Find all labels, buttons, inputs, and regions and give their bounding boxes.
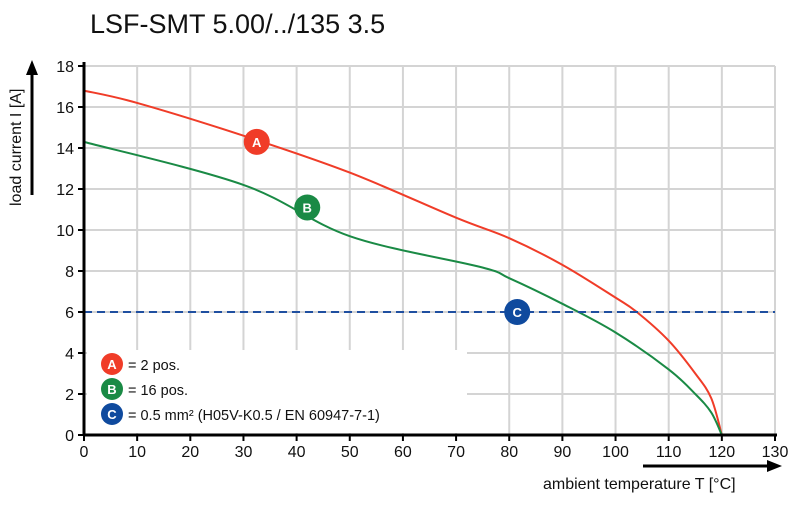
x-tick-label: 0 <box>80 444 89 461</box>
series-group <box>83 89 775 436</box>
x-tick-label: 90 <box>553 444 571 461</box>
y-tick-label: 0 <box>65 428 74 445</box>
y-tick-label: 12 <box>56 182 74 199</box>
y-tick-label: 8 <box>65 264 74 281</box>
chart-title: LSF-SMT 5.00/../135 3.5 <box>90 9 385 39</box>
tick-labels: 0 10 20 30 40 50 60 70 80 90 100 110 120 130 0 2 4 6 8 10 12… <box>56 59 788 461</box>
x-tick-label: 130 <box>762 444 789 461</box>
series-line-B <box>83 140 723 436</box>
axes <box>78 62 777 441</box>
x-tick-label: 40 <box>288 444 306 461</box>
legend: A = 2 pos. B = 16 pos. C = 0.5 mm² (H05V-K0.5… <box>101 353 380 425</box>
curve-markers: A B C <box>243 128 531 325</box>
legend-entry-c: C = 0.5 mm² (H05V-K0.5 / EN 60947-7-1) <box>101 403 380 425</box>
y-axis-arrow <box>26 60 38 195</box>
x-tick-label: 10 <box>128 444 146 461</box>
legend-marker-label: A <box>107 357 117 372</box>
x-tick-label: 110 <box>656 444 682 461</box>
x-tick-label: 80 <box>500 444 518 461</box>
legend-marker <box>101 353 123 375</box>
x-axis-arrow <box>643 460 782 472</box>
y-tick-label: 16 <box>56 100 74 117</box>
marker-circle <box>243 128 270 155</box>
marker-a: A <box>243 128 270 155</box>
x-axis-label: ambient temperature T [°C] <box>543 476 736 493</box>
y-tick-label: 4 <box>65 346 74 363</box>
legend-marker-label: C <box>107 407 117 422</box>
x-tick-label: 120 <box>708 444 735 461</box>
marker-label: B <box>303 200 312 215</box>
y-tick-label: 10 <box>56 223 74 240</box>
y-tick-label: 6 <box>65 305 74 322</box>
x-tick-label: 20 <box>181 444 199 461</box>
marker-label: C <box>513 305 523 320</box>
legend-entry-a: A = 2 pos. <box>101 353 180 375</box>
legend-entry-b: B = 16 pos. <box>101 378 188 400</box>
legend-text: = 2 pos. <box>128 358 180 374</box>
legend-marker-label: B <box>107 382 116 397</box>
legend-text: = 0.5 mm² (H05V-K0.5 / EN 60947-7-1) <box>128 408 380 424</box>
y-tick-label: 14 <box>56 141 74 158</box>
x-tick-label: 50 <box>341 444 359 461</box>
marker-c: C <box>504 299 531 325</box>
legend-marker <box>101 403 123 425</box>
marker-circle <box>504 299 531 325</box>
series-line-A <box>83 89 723 436</box>
x-tick-label: 60 <box>394 444 412 461</box>
marker-circle <box>294 194 321 221</box>
marker-label: A <box>252 135 262 150</box>
x-tick-label: 100 <box>602 444 629 461</box>
marker-b: B <box>294 194 321 221</box>
y-tick-label: 2 <box>65 387 74 404</box>
x-tick-label: 70 <box>447 444 465 461</box>
x-tick-label: 30 <box>235 444 253 461</box>
y-tick-label: 18 <box>56 59 74 76</box>
legend-background <box>87 350 467 433</box>
y-axis-label: load current I [A] <box>8 89 25 206</box>
legend-marker <box>101 378 123 400</box>
legend-text: = 16 pos. <box>128 383 188 399</box>
